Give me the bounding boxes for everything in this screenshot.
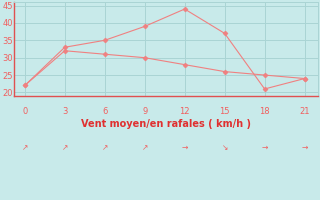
Text: ↗: ↗ [21, 143, 28, 152]
Text: ↗: ↗ [141, 143, 148, 152]
Text: ↗: ↗ [61, 143, 68, 152]
X-axis label: Vent moyen/en rafales ( km/h ): Vent moyen/en rafales ( km/h ) [81, 119, 251, 129]
Text: →: → [261, 143, 268, 152]
Text: ↗: ↗ [101, 143, 108, 152]
Text: →: → [301, 143, 308, 152]
Text: →: → [181, 143, 188, 152]
Text: ↘: ↘ [221, 143, 228, 152]
